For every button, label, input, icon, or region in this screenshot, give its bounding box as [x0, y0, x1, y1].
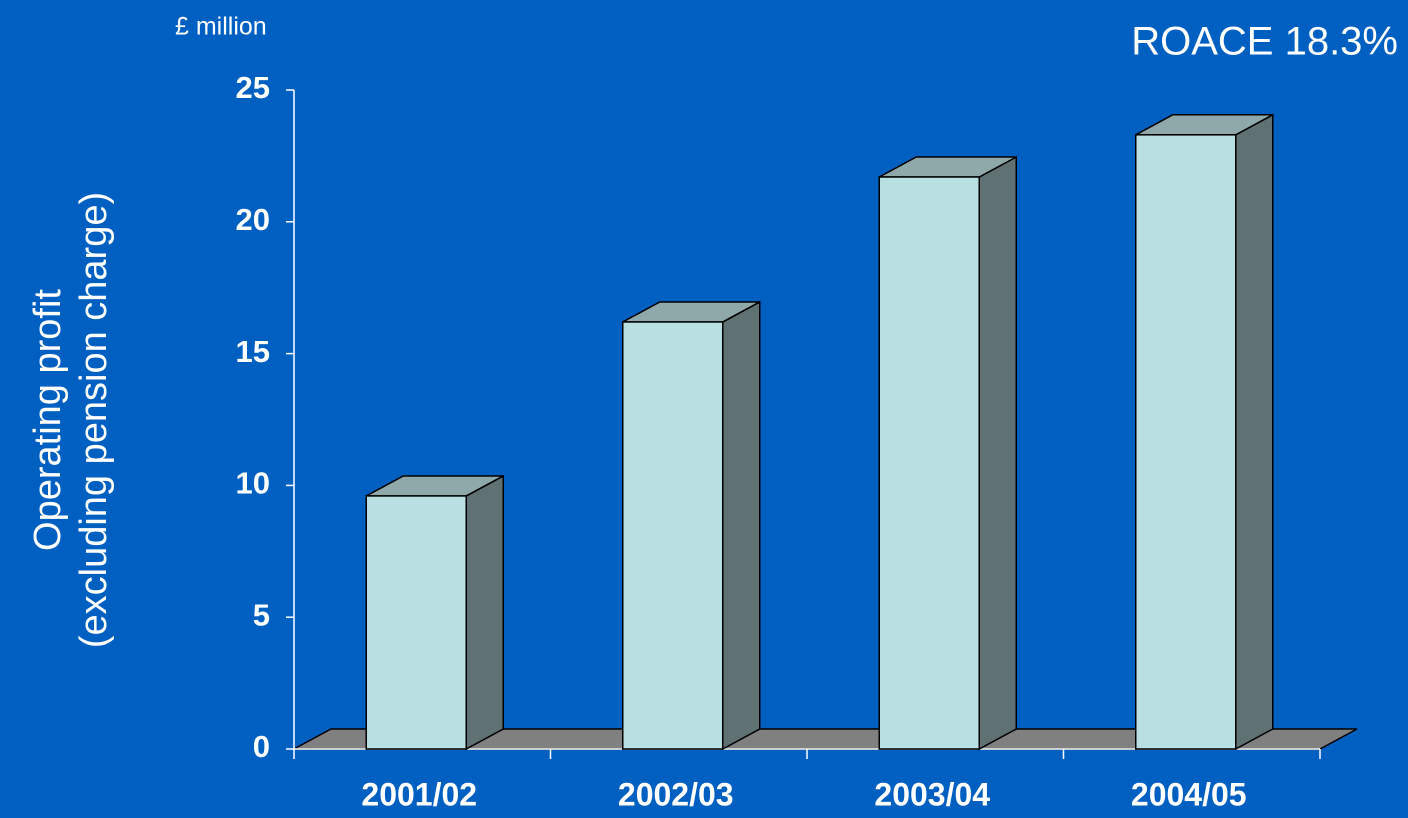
- y-tick-label: 15: [236, 334, 270, 369]
- y-tick-label: 20: [236, 202, 270, 237]
- bar-front: [365, 495, 467, 750]
- bar: [365, 474, 504, 751]
- bar-side: [722, 300, 761, 751]
- x-tick-label: 2002/03: [618, 776, 734, 812]
- y-tick-label: 10: [236, 466, 270, 501]
- y-tick-label: 5: [253, 597, 270, 632]
- bar: [878, 155, 1017, 751]
- x-tick-label: 2001/02: [361, 776, 477, 812]
- bar-side: [1235, 113, 1274, 751]
- y-axis-label: Operating profit (excluding pension char…: [27, 192, 115, 648]
- bar: [622, 300, 761, 751]
- y-tick-label: 25: [236, 70, 270, 105]
- bar-front: [622, 321, 724, 750]
- x-tick-label: 2003/04: [874, 776, 990, 812]
- bar-front: [1135, 134, 1237, 750]
- bar: [1135, 113, 1274, 751]
- y-axis-label-line: Operating profit: [27, 289, 69, 551]
- bar-side: [978, 155, 1017, 751]
- bar-front: [878, 176, 980, 750]
- annotation: ROACE 18.3%: [1131, 20, 1398, 64]
- y-tick-label: 0: [253, 729, 270, 764]
- x-tick-label: 2004/05: [1131, 776, 1247, 812]
- y-axis-label-line: (excluding pension charge): [73, 192, 115, 648]
- bar-side: [465, 474, 504, 751]
- unit-label: £ million: [175, 13, 267, 41]
